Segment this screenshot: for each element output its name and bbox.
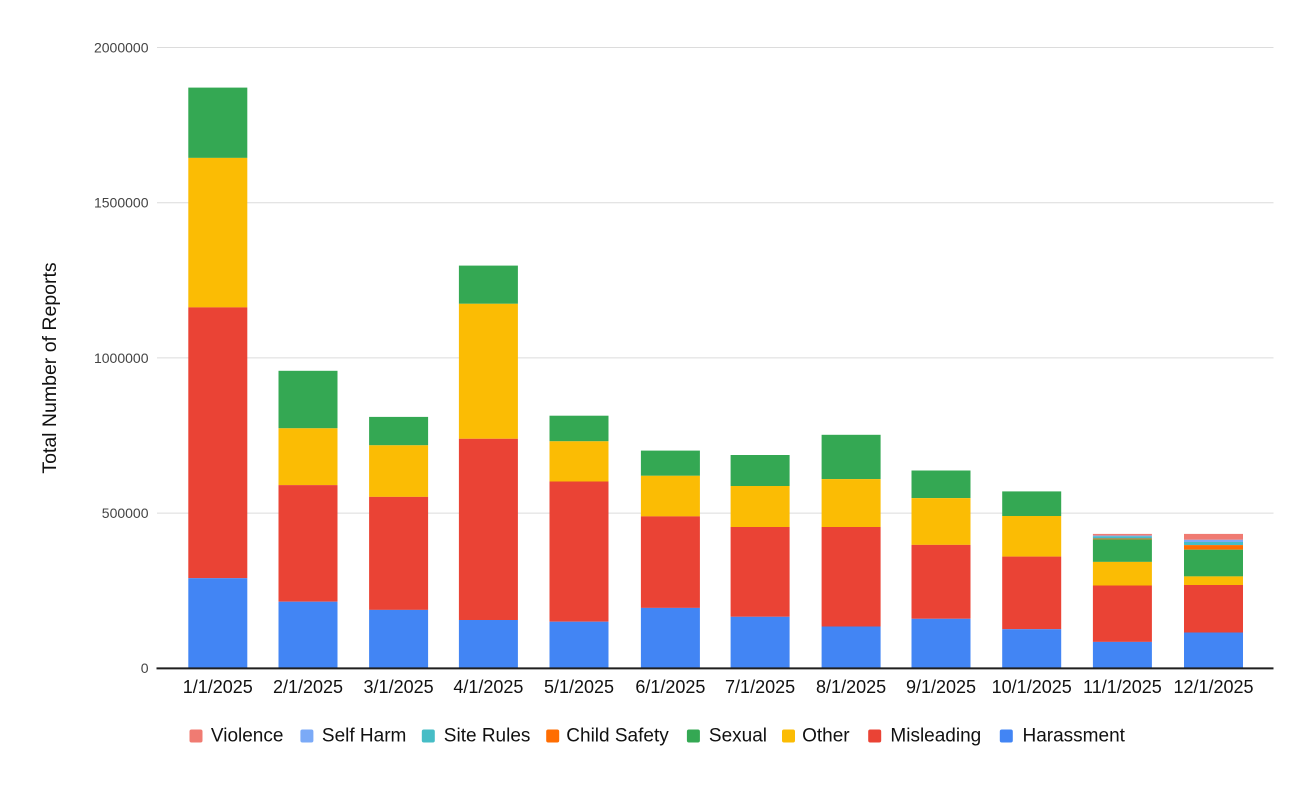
svg-text:8/1/2025: 8/1/2025 <box>816 677 886 697</box>
svg-text:2000000: 2000000 <box>94 39 149 55</box>
svg-text:9/1/2025: 9/1/2025 <box>906 677 976 697</box>
svg-text:Misleading: Misleading <box>890 726 981 747</box>
svg-text:0: 0 <box>141 660 149 676</box>
svg-text:7/1/2025: 7/1/2025 <box>725 677 795 697</box>
svg-text:Sexual: Sexual <box>709 726 767 747</box>
svg-text:Self Harm: Self Harm <box>322 726 406 747</box>
svg-text:3/1/2025: 3/1/2025 <box>364 677 434 697</box>
svg-text:11/1/2025: 11/1/2025 <box>1083 677 1162 697</box>
svg-text:1/1/2025: 1/1/2025 <box>183 677 253 697</box>
svg-text:500000: 500000 <box>102 505 149 521</box>
svg-text:Child Safety: Child Safety <box>566 726 669 747</box>
svg-text:2/1/2025: 2/1/2025 <box>273 677 343 697</box>
svg-text:12/1/2025: 12/1/2025 <box>1173 677 1253 697</box>
svg-text:10/1/2025: 10/1/2025 <box>992 677 1072 697</box>
svg-text:6/1/2025: 6/1/2025 <box>635 677 705 697</box>
svg-text:5/1/2025: 5/1/2025 <box>544 677 614 697</box>
svg-text:1500000: 1500000 <box>94 195 149 211</box>
svg-text:Violence: Violence <box>211 726 284 747</box>
svg-text:Other: Other <box>802 726 850 747</box>
svg-text:Harassment: Harassment <box>1023 726 1126 747</box>
svg-text:Total Number of Reports: Total Number of Reports <box>39 262 61 474</box>
svg-text:Site Rules: Site Rules <box>444 726 531 747</box>
svg-text:1000000: 1000000 <box>94 350 149 366</box>
svg-text:4/1/2025: 4/1/2025 <box>453 677 523 697</box>
